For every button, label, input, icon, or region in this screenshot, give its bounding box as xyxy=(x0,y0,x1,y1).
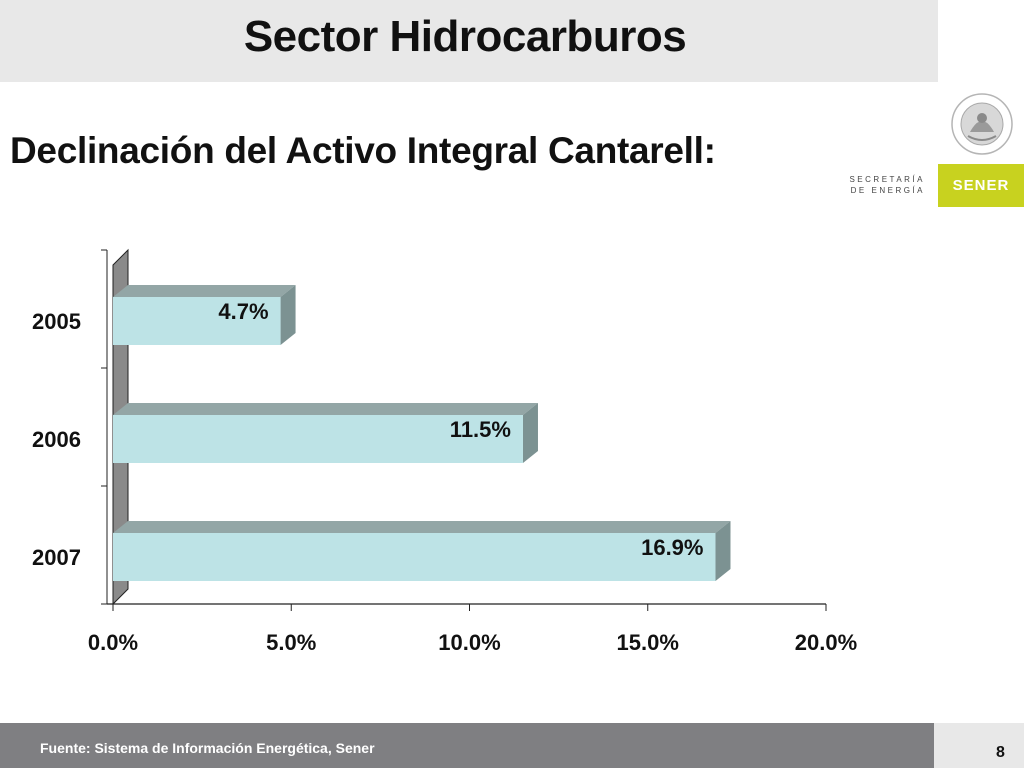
category-label: 2006 xyxy=(32,427,81,452)
bar-2007 xyxy=(113,533,716,581)
footer-source: Fuente: Sistema de Información Energétic… xyxy=(40,740,375,756)
secretaria-line-2: DE ENERGÍA xyxy=(850,186,925,195)
x-tick-label: 5.0% xyxy=(266,630,316,655)
bar-top-face xyxy=(113,521,731,533)
page-number: 8 xyxy=(996,744,1005,761)
bar-top-face xyxy=(113,403,538,415)
header-band xyxy=(0,0,938,82)
bar-chart: 4.7% 2005 11.5% 2006 16.9% 2007 0.0% 5.0% 10.0% 1… xyxy=(32,248,857,655)
secretaria-label: SECRETARÍA DE ENERGÍA xyxy=(845,174,925,196)
x-tick-label: 15.0% xyxy=(617,630,679,655)
data-label: 4.7% xyxy=(218,299,268,324)
category-label: 2007 xyxy=(32,545,81,570)
sener-logo: SENER xyxy=(938,164,1024,207)
bar-side-face xyxy=(280,285,296,345)
bar-side-face xyxy=(715,521,731,581)
category-label: 2005 xyxy=(32,309,81,334)
bar-top-face xyxy=(113,285,296,297)
footer-band xyxy=(0,723,934,768)
page-title: Sector Hidrocarburos xyxy=(243,12,687,61)
bar-2005 xyxy=(113,297,281,345)
bar-side-face xyxy=(522,403,538,463)
x-tick-label: 20.0% xyxy=(795,630,857,655)
data-label: 16.9% xyxy=(641,535,703,560)
mexico-seal-icon xyxy=(951,93,1013,155)
header-right-strip xyxy=(938,0,1024,82)
bar-2006 xyxy=(113,415,523,463)
data-label: 11.5% xyxy=(450,417,511,442)
secretaria-line-1: SECRETARÍA xyxy=(849,175,925,184)
x-tick-label: 0.0% xyxy=(88,630,138,655)
footer-right-panel xyxy=(934,723,1024,768)
x-tick-label: 10.0% xyxy=(438,630,500,655)
slide-subtitle: Declinación del Activo Integral Cantarel… xyxy=(10,130,716,171)
